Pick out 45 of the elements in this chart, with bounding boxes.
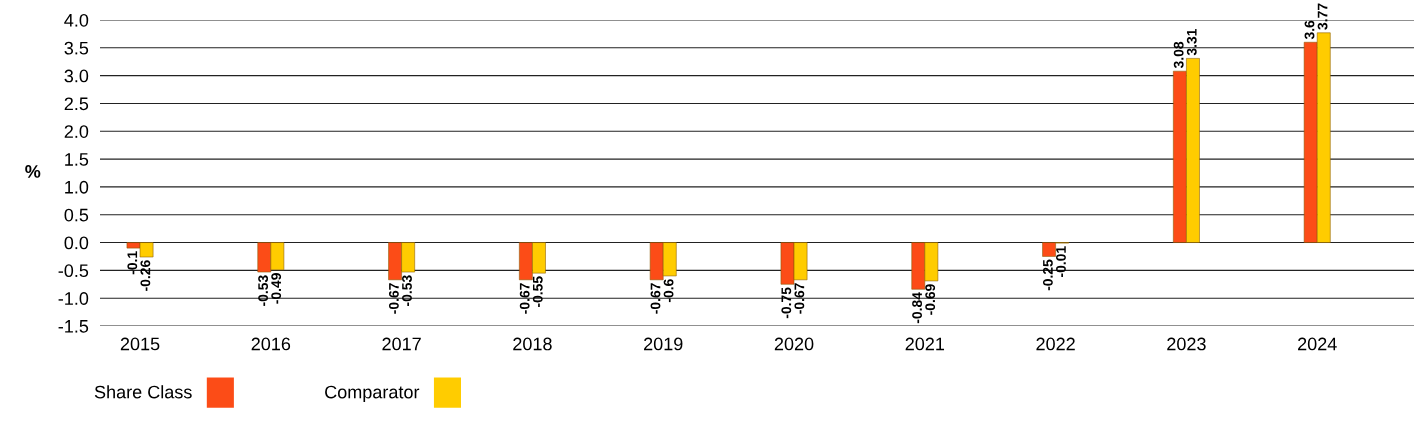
y-tick-label: 0.5 — [64, 208, 89, 222]
data-label: -0.55 — [532, 276, 543, 308]
data-label: -0.84 — [912, 292, 922, 324]
y-tick-label: -1.5 — [58, 320, 89, 333]
data-label: -0.67 — [519, 283, 530, 314]
y-tick-label: -1.0 — [58, 292, 89, 305]
x-tick-label: 2021 — [905, 337, 945, 351]
data-label: -0.69 — [925, 284, 936, 315]
y-tick-label: 1.0 — [65, 180, 89, 194]
y-axis-title: % — [25, 165, 41, 178]
y-tick-label: 2.0 — [64, 125, 89, 138]
y-tick-label: 3.0 — [64, 69, 89, 83]
x-tick-label: 2023 — [1167, 337, 1206, 351]
x-tick-label: 2019 — [644, 337, 683, 351]
x-tick-label: 2020 — [774, 337, 814, 351]
x-tick-label: 2022 — [1036, 337, 1075, 351]
data-label: 3.77 — [1317, 3, 1328, 30]
x-tick-label: 2016 — [251, 337, 291, 351]
y-tick-label: 1.5 — [65, 153, 89, 166]
x-tick-label: 2018 — [513, 337, 552, 351]
data-label: -0.67 — [650, 283, 661, 314]
x-tick-label: 2015 — [120, 337, 160, 351]
y-tick-label: 3.5 — [64, 41, 89, 55]
x-tick-label: 2017 — [382, 337, 421, 351]
y-tick-label: 2.5 — [64, 97, 89, 111]
data-label: -0.49 — [271, 273, 282, 304]
data-label: -0.01 — [1056, 246, 1066, 277]
data-label: 3.08 — [1173, 41, 1184, 69]
data-label: -0.53 — [402, 275, 412, 306]
data-label: -0.26 — [140, 260, 151, 291]
data-label: -0.67 — [388, 283, 399, 314]
y-tick-label: 0.0 — [64, 236, 89, 250]
data-label: 3.6 — [1304, 20, 1315, 40]
data-label: -0.67 — [794, 283, 805, 314]
data-label: -0.1 — [127, 251, 138, 275]
legend-label: Comparator — [325, 385, 420, 403]
data-label: -0.6 — [663, 279, 674, 303]
data-label: -0.53 — [258, 275, 269, 306]
x-tick-label: 2024 — [1298, 337, 1337, 351]
y-tick-label: -0.5 — [58, 264, 89, 278]
data-label: 3.31 — [1186, 28, 1197, 56]
data-label: -0.75 — [781, 287, 792, 319]
data-label: -0.25 — [1042, 259, 1053, 291]
y-tick-label: 4.0 — [64, 13, 89, 27]
legend-label: Share Class — [94, 385, 192, 399]
